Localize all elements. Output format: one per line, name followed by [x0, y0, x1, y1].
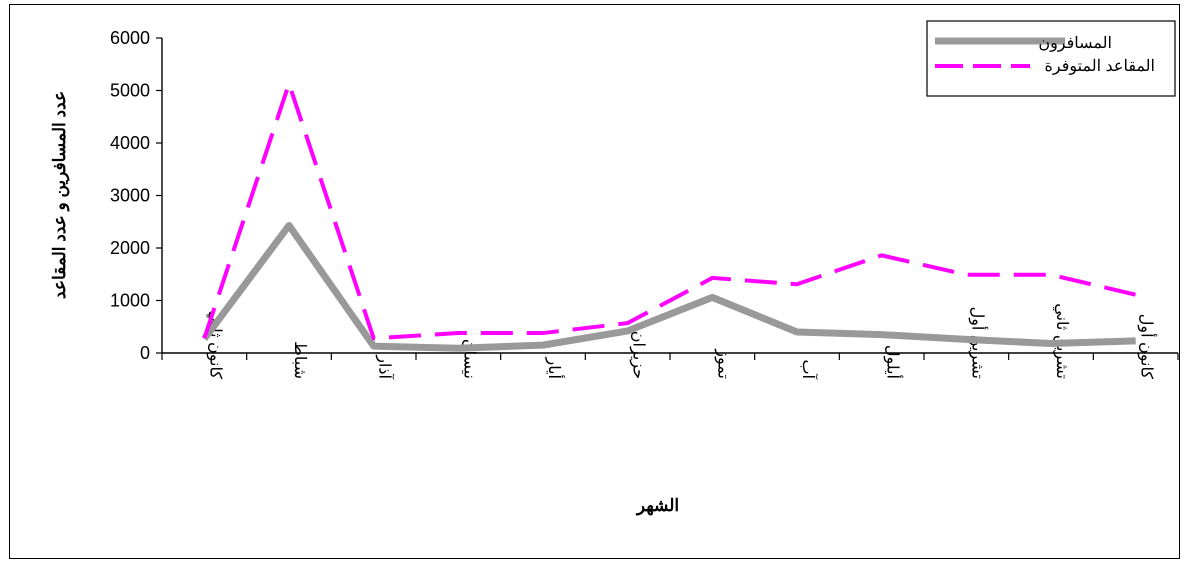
x-tick-label: كانون أول: [1138, 314, 1158, 380]
legend: المسافرون المقاعد المتوفرة: [926, 20, 1176, 97]
series-lines: [201, 81, 1137, 352]
x-tick-label: تموز: [714, 348, 731, 379]
x-tick-label: أيلول: [884, 345, 904, 379]
series-line-1: [201, 221, 1136, 352]
y-tick-label: 4000: [110, 133, 150, 153]
x-tick-label: أيار: [545, 357, 565, 380]
legend-box: [926, 20, 1176, 97]
y-tick-label: 5000: [110, 81, 150, 101]
y-tick-label: 6000: [110, 28, 150, 48]
x-tick-label: آب: [799, 359, 819, 380]
x-axis-title: الشهر: [635, 496, 679, 516]
series-line-2: [202, 81, 1137, 341]
chart-frame: [9, 4, 1180, 559]
y-ticks: 0 1000 2000 3000 4000 5000 6000: [110, 28, 162, 363]
y-tick-label: 1000: [110, 291, 150, 311]
x-ticks: كانون ثاني شباط آذار نيسان أيار حزيران تموز آب أ…: [161, 303, 1179, 381]
y-tick-label: 2000: [110, 238, 150, 258]
y-tick-label: 3000: [110, 186, 150, 206]
y-axis-title: عدد المسافرين و عدد المقاعد: [50, 91, 70, 299]
legend-label-series-1: المسافرون: [1038, 35, 1112, 52]
x-tick-label: شباط: [291, 341, 308, 379]
y-tick-label: 0: [140, 343, 150, 363]
x-tick-label: حزيران: [630, 331, 647, 379]
x-tick-label: آذار: [376, 354, 396, 380]
legend-label-series-2: المقاعد المتوفرة: [1045, 58, 1155, 75]
